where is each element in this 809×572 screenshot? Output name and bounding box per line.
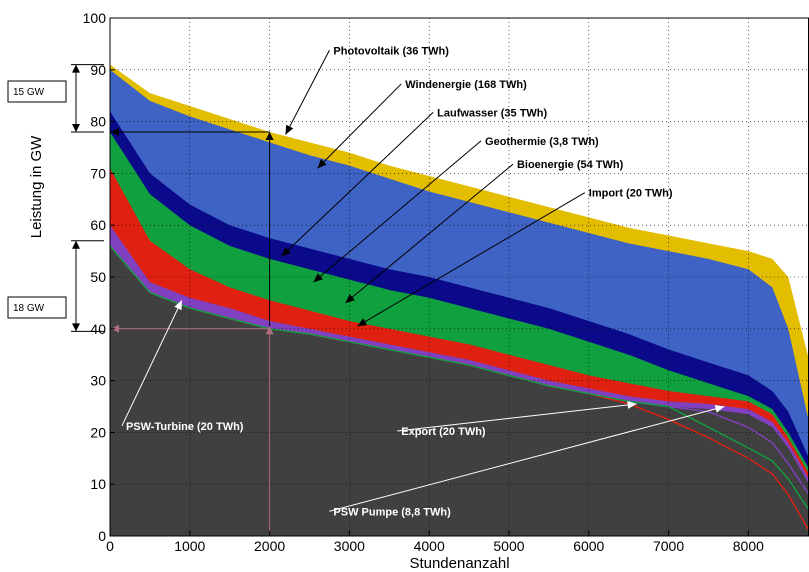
side-labels: 15 GW 18 GW xyxy=(7,64,104,332)
y-tick-label: 40 xyxy=(90,321,106,337)
annotation-label-windenergie-168-twh: Windenergie (168 TWh) xyxy=(405,79,527,91)
x-tick-label: 7000 xyxy=(653,538,684,554)
annotation-arrowhead xyxy=(357,318,368,327)
x-tick-label: 0 xyxy=(106,538,114,554)
area-base xyxy=(110,245,809,537)
y-tick-label: 80 xyxy=(90,114,106,130)
annotations: Photovoltaik (36 TWh) Windenergie (168 TW… xyxy=(121,45,725,518)
annotation-arrowhead xyxy=(627,400,637,409)
annotation-arrow xyxy=(317,83,402,169)
guide-arrowhead xyxy=(111,127,119,136)
annotation-arrow xyxy=(357,192,586,327)
annotation-arrowhead xyxy=(281,247,291,257)
annotation-label-psw-turbine-20-twh: PSW-Turbine (20 TWh) xyxy=(126,421,244,433)
annotation-arrow xyxy=(313,140,482,283)
axis-ticks: 0 1000 2000 3000 4000 5000 6000 7000 8000 0 10 20 30… xyxy=(83,10,764,554)
y-tick-label: 100 xyxy=(83,10,107,26)
annotation-arrow xyxy=(285,50,330,135)
annotation-label-photovoltaik-36-twh: Photovoltaik (36 TWh) xyxy=(333,45,449,57)
x-tick-label: 4000 xyxy=(414,538,445,554)
range-arrowhead xyxy=(72,123,80,132)
range-arrowhead xyxy=(72,323,80,332)
y-tick-label: 60 xyxy=(90,217,106,233)
x-tick-label: 8000 xyxy=(733,538,764,554)
range-label-box xyxy=(7,296,67,319)
annotation-arrow xyxy=(281,112,434,257)
y-tick-label: 70 xyxy=(90,165,106,181)
annotation-arrowhead xyxy=(345,294,355,303)
range-arrowhead xyxy=(72,240,80,249)
annotation-arrowhead xyxy=(174,300,182,311)
range-arrowhead xyxy=(72,64,80,73)
guide-arrowhead xyxy=(265,326,274,335)
annotation-arrow xyxy=(121,300,183,427)
range-label-box xyxy=(7,80,67,103)
y-tick-label: 0 xyxy=(98,528,106,544)
area-layers xyxy=(110,18,809,537)
annotation-arrow xyxy=(329,406,725,512)
range-label-15-gw: 15 GW xyxy=(13,87,45,98)
series-lines xyxy=(109,245,809,532)
x-tick-label: 1000 xyxy=(174,538,205,554)
annotation-label-import-20-twh: Import (20 TWh) xyxy=(589,188,673,200)
annotation-label-export-20-twh: Export (20 TWh) xyxy=(401,426,486,438)
guide-arrowhead xyxy=(265,131,274,140)
annotation-arrowhead xyxy=(714,404,725,413)
annotation-arrow xyxy=(397,403,637,432)
annotation-arrowhead xyxy=(313,273,323,283)
x-tick-label: 5000 xyxy=(493,538,524,554)
annotation-label-geothermie-3-8-twh: Geothermie (3,8 TWh) xyxy=(485,136,599,148)
y-tick-label: 20 xyxy=(90,424,106,440)
line-bioenergie-linie xyxy=(109,245,809,511)
annotation-label-bioenergie-54-twh: Bioenergie (54 TWh) xyxy=(517,159,624,171)
annotation-arrowhead xyxy=(285,124,294,135)
x-axis-label: Stundenanzahl xyxy=(409,555,509,572)
x-tick-label: 2000 xyxy=(254,538,285,554)
x-tick-label: 3000 xyxy=(334,538,365,554)
guide-lines xyxy=(110,127,274,536)
y-tick-label: 10 xyxy=(90,476,106,492)
annotation-arrowhead xyxy=(317,159,327,169)
y-tick-label: 50 xyxy=(90,269,106,285)
annotation-arrow xyxy=(345,163,514,304)
y-tick-label: 30 xyxy=(90,373,106,389)
y-axis-label: Leistung in GW xyxy=(28,135,45,238)
annotation-label-psw-pumpe-8-8-twh: PSW Pumpe (8,8 TWh) xyxy=(333,506,451,518)
y-tick-label: 90 xyxy=(90,62,106,78)
range-label-18-gw: 18 GW xyxy=(13,303,45,314)
x-tick-label: 6000 xyxy=(573,538,604,554)
annotation-label-laufwasser-35-twh: Laufwasser (35 TWh) xyxy=(437,107,547,119)
